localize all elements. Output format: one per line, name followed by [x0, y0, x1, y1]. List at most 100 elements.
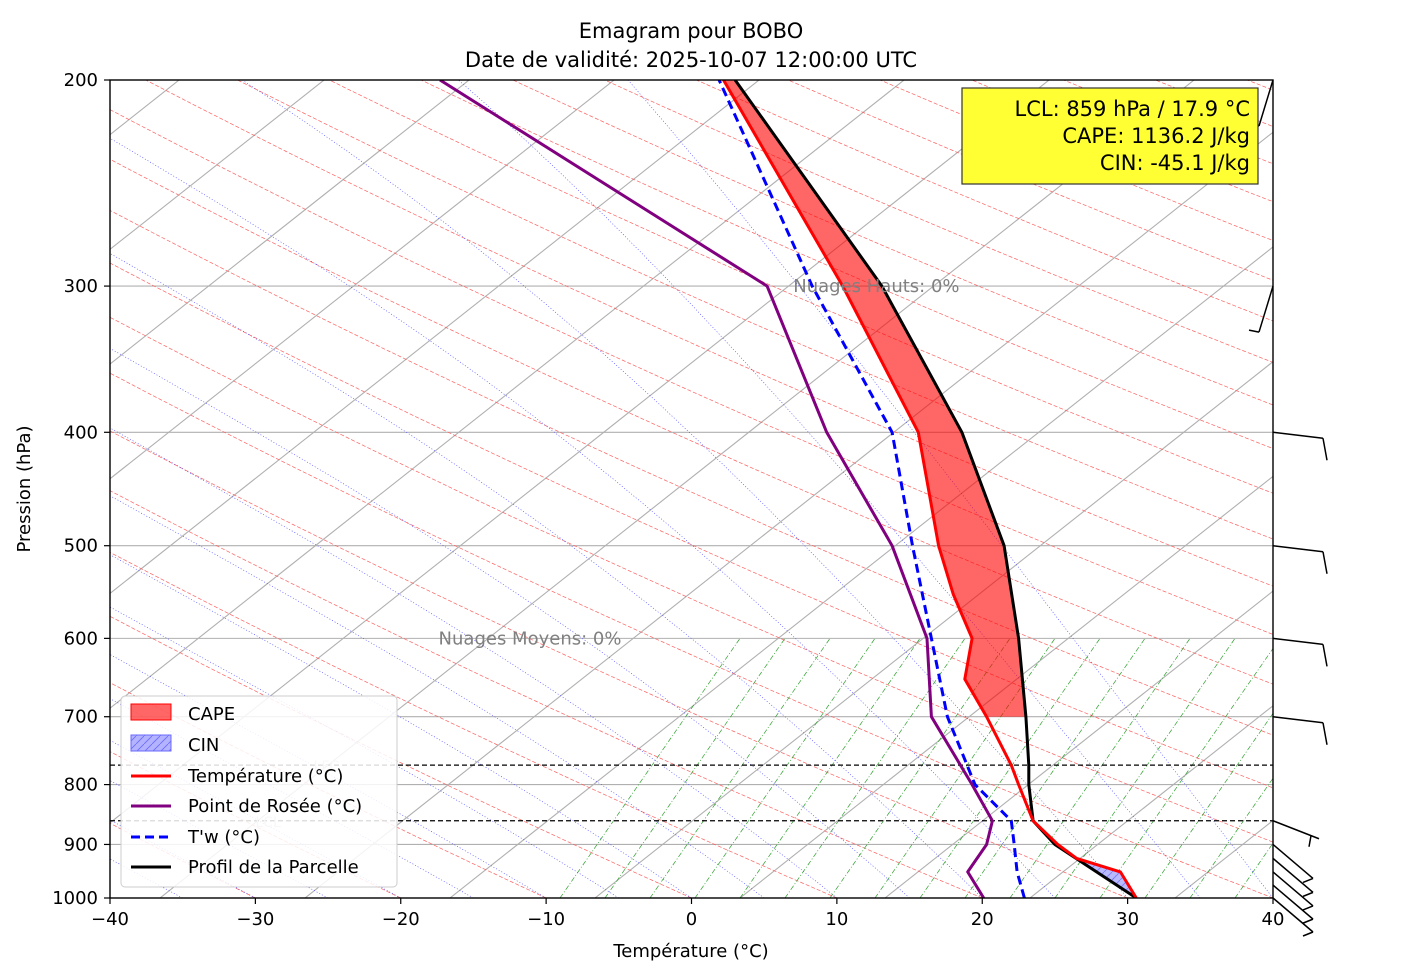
mixing-ratio-line	[694, 638, 876, 898]
series-1-line	[439, 80, 994, 898]
y-tick-label: 700	[64, 707, 98, 728]
info-box: LCL: 859 hPa / 17.9 °C CAPE: 1136.2 J/kg…	[961, 87, 1259, 185]
series-0-line	[722, 80, 1138, 898]
y-tick-label: 300	[64, 276, 98, 297]
x-tick-label: −10	[527, 909, 565, 930]
mixing-ratio-line	[1280, 638, 1404, 898]
x-tick-label: −40	[91, 909, 129, 930]
annotation-0: Nuages Hauts: 0%	[793, 276, 959, 297]
skewed-isotherm	[1029, 705, 1273, 898]
wind-barb	[1272, 820, 1320, 847]
wind-barbs	[1248, 79, 1328, 937]
x-tick-label: −20	[382, 909, 420, 930]
y-axis: 1000 900 800 700 600 500 400 300 200	[52, 70, 110, 909]
dry-adiabat	[144, 80, 1273, 587]
legend-cape-label: CAPE	[188, 704, 235, 725]
mixing-ratio-line	[559, 638, 741, 898]
dry-adiabat	[110, 615, 692, 898]
info-lcl: LCL: 859 hPa / 17.9 °C	[1015, 97, 1251, 121]
skewed-isotherm	[1320, 0, 1404, 898]
mixing-ratio-line	[784, 638, 966, 898]
dry-adiabat	[110, 430, 1128, 898]
legend-cape-swatch	[130, 703, 172, 721]
dry-adiabat	[110, 490, 983, 898]
skewed-isotherm	[110, 80, 615, 480]
legend-cin-swatch	[130, 734, 172, 752]
moist-adiabat	[627, 80, 1273, 898]
legend-wetbulb-label: T'w (°C)	[187, 827, 260, 848]
wind-barb	[1272, 715, 1328, 745]
legend-temperature-label: Température (°C)	[187, 766, 343, 787]
y-tick-label: 500	[64, 536, 98, 557]
dry-adiabat	[110, 551, 838, 898]
dry-adiabat	[110, 372, 1273, 898]
skewed-isotherm	[110, 80, 905, 709]
mixing-ratio-line	[919, 638, 1101, 898]
mixing-ratio-line	[604, 638, 786, 898]
wind-barb	[1272, 897, 1314, 937]
skewed-isotherm	[449, 246, 1273, 898]
mixing-ratio-line	[1234, 842, 1273, 898]
legend-parcel-label: Profil de la Parcelle	[188, 857, 359, 878]
dry-adiabat	[512, 80, 1273, 406]
dry-adiabat	[110, 262, 1273, 789]
x-axis: −40 −30 −20 −10 0 10 20 30 40	[91, 898, 1284, 930]
moist-adiabat	[110, 427, 838, 898]
info-box-background	[961, 87, 1259, 185]
info-cape: CAPE: 1136.2 J/kg	[1062, 124, 1250, 148]
cape-cin-fills	[723, 80, 1137, 898]
y-axis-label: Pression (hPa)	[14, 425, 35, 552]
skewed-isotherm	[884, 590, 1273, 898]
mixing-ratio-line	[1054, 638, 1236, 898]
mixing-ratio-line	[1009, 638, 1191, 898]
x-tick-label: 40	[1262, 909, 1285, 930]
y-tick-label: 600	[64, 628, 98, 649]
moist-adiabat	[110, 654, 547, 898]
legend-dewpoint-label: Point de Rosée (°C)	[188, 796, 362, 817]
x-tick-label: −30	[236, 909, 274, 930]
chart-subtitle: Date de validité: 2025-10-07 12:00:00 UT…	[465, 48, 917, 72]
wind-barb	[1272, 637, 1328, 667]
dry-adiabat	[236, 80, 1273, 540]
cape-area	[723, 80, 1026, 717]
moist-adiabat	[110, 606, 619, 898]
wind-barb	[1272, 431, 1328, 461]
x-tick-label: 0	[686, 909, 697, 930]
mixing-ratio-line	[1189, 777, 1273, 898]
annotation-1: Nuages Moyens: 0%	[439, 628, 622, 649]
dry-adiabat	[110, 210, 1273, 736]
x-tick-label: 10	[825, 909, 848, 930]
mixing-ratio-line	[739, 638, 921, 898]
wind-barb	[1272, 884, 1314, 924]
moist-adiabat	[110, 137, 1056, 898]
chart-title: Emagram pour BOBO	[579, 19, 804, 43]
mixing-ratio-line	[1099, 647, 1273, 898]
y-tick-label: 200	[64, 70, 98, 91]
legend: CAPE CIN Température (°C) Point de Rosée…	[120, 695, 398, 888]
x-tick-label: 20	[971, 909, 994, 930]
legend-frame	[120, 695, 398, 888]
x-axis-label: Température (°C)	[612, 941, 768, 962]
moist-adiabat	[110, 495, 765, 898]
mixing-ratio-line	[649, 638, 831, 898]
mixing-ratio-line	[964, 638, 1146, 898]
y-tick-label: 400	[64, 422, 98, 443]
dry-adiabat	[110, 109, 1273, 635]
series-lines	[439, 80, 1138, 898]
skewed-isotherm	[110, 80, 180, 136]
skewed-isotherm	[110, 80, 470, 365]
mixing-ratio-line	[1144, 712, 1273, 898]
legend-cin-label: CIN	[188, 735, 219, 756]
wind-barb	[1272, 857, 1314, 898]
wind-barb	[1248, 285, 1274, 333]
skewed-isotherm	[304, 131, 1273, 898]
wind-barb	[1272, 871, 1314, 911]
skewed-isotherm	[594, 360, 1273, 898]
y-tick-label: 1000	[52, 888, 98, 909]
skewed-isotherm	[739, 475, 1273, 898]
wind-barb	[1272, 544, 1328, 574]
info-cin: CIN: -45.1 J/kg	[1100, 151, 1250, 175]
cin-area	[1033, 821, 1137, 898]
skewed-isotherm	[110, 80, 325, 251]
